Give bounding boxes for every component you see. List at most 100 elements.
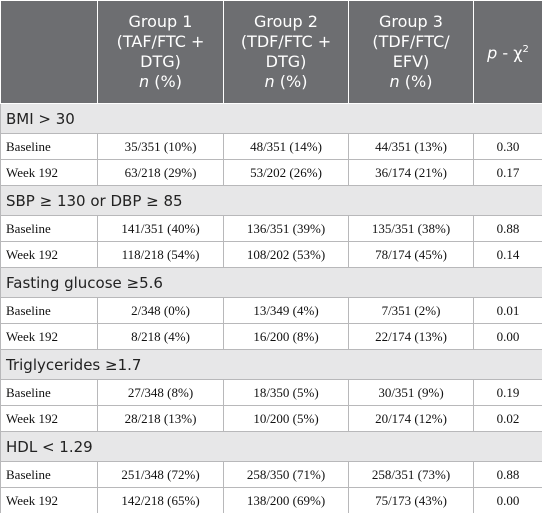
- data-cell: 141/351 (40%): [97, 215, 224, 242]
- stat-mid: - χ: [497, 43, 523, 63]
- data-cell: 251/348 (72%): [97, 461, 224, 488]
- header-line: EFV): [392, 52, 430, 71]
- data-cell: 30/351 (9%): [348, 379, 474, 406]
- data-cell: 258/350 (71%): [223, 461, 349, 488]
- section-title: Fasting glucose ≥5.6: [0, 267, 542, 298]
- data-row: Baseline 141/351 (40%) 136/351 (39%) 135/35…: [0, 215, 542, 242]
- data-cell: 78/174 (45%): [348, 241, 474, 268]
- header-row: Group 1 (TAF/FTC + DTG) n (%) Group 2 (TDF/FT…: [0, 0, 542, 104]
- data-cell: 0.14: [473, 241, 542, 268]
- n-label: n: [389, 72, 400, 91]
- header-line: (TAF/FTC +: [116, 32, 205, 51]
- data-row: Week 192 8/218 (4%) 16/200 (8%) 22/174 (13%…: [0, 323, 542, 350]
- header-line: DTG): [265, 52, 307, 71]
- data-cell: 0.17: [473, 159, 542, 186]
- section-title: SBP ≥ 130 or DBP ≥ 85: [0, 185, 542, 216]
- stat-sup: 2: [522, 44, 529, 56]
- stat-p: p: [487, 43, 498, 63]
- row-label: Baseline: [0, 297, 98, 324]
- data-cell: 0.19: [473, 379, 542, 406]
- data-cell: 135/351 (38%): [348, 215, 474, 242]
- data-row: Baseline 251/348 (72%) 258/350 (71%) 258/35…: [0, 461, 542, 488]
- pct-label: (%): [404, 72, 433, 91]
- data-row: Week 192 118/218 (54%) 108/202 (53%) 78/174…: [0, 241, 542, 268]
- header-cell: p - χ2: [473, 0, 542, 104]
- section-row: SBP ≥ 130 or DBP ≥ 85: [0, 185, 542, 216]
- row-label: Baseline: [0, 461, 98, 488]
- data-cell: 0.02: [473, 405, 542, 432]
- header-cell: [0, 0, 98, 104]
- data-cell: 16/200 (8%): [223, 323, 349, 350]
- data-cell: 18/350 (5%): [223, 379, 349, 406]
- header-line: DTG): [140, 52, 181, 71]
- section-title: BMI > 30: [0, 103, 542, 134]
- header-line: Group 3: [379, 12, 443, 31]
- section-row: Triglycerides ≥1.7: [0, 349, 542, 380]
- pct-label: (%): [279, 72, 308, 91]
- row-label: Week 192: [0, 241, 98, 268]
- data-cell: 0.88: [473, 215, 542, 242]
- data-cell: 136/351 (39%): [223, 215, 349, 242]
- data-row: Baseline 35/351 (10%) 48/351 (14%) 44/351 (…: [0, 133, 542, 160]
- section-title: Triglycerides ≥1.7: [0, 349, 542, 380]
- data-cell: 44/351 (13%): [348, 133, 474, 160]
- data-cell: 20/174 (12%): [348, 405, 474, 432]
- data-cell: 35/351 (10%): [97, 133, 224, 160]
- header-line: (TDF/FTC/: [372, 32, 450, 51]
- data-cell: 0.01: [473, 297, 542, 324]
- row-label: Baseline: [0, 215, 98, 242]
- data-row: Week 192 63/218 (29%) 53/202 (26%) 36/174 (…: [0, 159, 542, 186]
- section-row: HDL < 1.29: [0, 431, 542, 462]
- data-cell: 8/218 (4%): [97, 323, 224, 350]
- data-row: Baseline 2/348 (0%) 13/349 (4%) 7/351 (2%) 0…: [0, 297, 542, 324]
- header-cell: Group 3 (TDF/FTC/EFV) n (%): [348, 0, 474, 104]
- data-cell: 7/351 (2%): [348, 297, 474, 324]
- n-label: n: [264, 72, 275, 91]
- row-label: Baseline: [0, 133, 98, 160]
- data-cell: 258/351 (73%): [348, 461, 474, 488]
- row-label: Baseline: [0, 379, 98, 406]
- section-row: BMI > 30: [0, 103, 542, 134]
- header-cell: Group 2 (TDF/FTC + DTG) n (%): [223, 0, 349, 104]
- section-title: HDL < 1.29: [0, 431, 542, 462]
- data-cell: 63/218 (29%): [97, 159, 224, 186]
- data-cell: 10/200 (5%): [223, 405, 349, 432]
- n-label: n: [139, 72, 150, 91]
- stat-header: p - χ2: [474, 40, 542, 63]
- data-row: Week 192 142/218 (65%) 138/200 (69%) 75/173…: [0, 487, 542, 513]
- data-cell: 0.00: [473, 323, 542, 350]
- data-cell: 118/218 (54%): [97, 241, 224, 268]
- data-cell: 138/200 (69%): [223, 487, 349, 513]
- data-cell: 75/173 (43%): [348, 487, 474, 513]
- data-cell: 2/348 (0%): [97, 297, 224, 324]
- header-unit: n (%): [349, 72, 473, 92]
- header-cell: Group 1 (TAF/FTC + DTG) n (%): [97, 0, 224, 104]
- header-unit: n (%): [98, 72, 223, 92]
- data-cell: 0.88: [473, 461, 542, 488]
- data-cell: 142/218 (65%): [97, 487, 224, 513]
- header-line: (TDF/FTC +: [240, 32, 332, 51]
- section-row: Fasting glucose ≥5.6: [0, 267, 542, 298]
- header-line: Group 1: [128, 12, 193, 31]
- header-line: Group 2: [254, 12, 318, 31]
- data-cell: 48/351 (14%): [223, 133, 349, 160]
- data-cell: 108/202 (53%): [223, 241, 349, 268]
- data-cell: 13/349 (4%): [223, 297, 349, 324]
- data-cell: 28/218 (13%): [97, 405, 224, 432]
- row-label: Week 192: [0, 487, 98, 513]
- data-cell: 0.00: [473, 487, 542, 513]
- pct-label: (%): [154, 72, 182, 91]
- row-label: Week 192: [0, 323, 98, 350]
- header-unit: n (%): [224, 72, 348, 92]
- data-cell: 36/174 (21%): [348, 159, 474, 186]
- data-row: Baseline 27/348 (8%) 18/350 (5%) 30/351 (9%…: [0, 379, 542, 406]
- data-cell: 27/348 (8%): [97, 379, 224, 406]
- data-cell: 22/174 (13%): [348, 323, 474, 350]
- data-cell: 0.30: [473, 133, 542, 160]
- row-label: Week 192: [0, 159, 98, 186]
- row-label: Week 192: [0, 405, 98, 432]
- data-cell: 53/202 (26%): [223, 159, 349, 186]
- data-row: Week 192 28/218 (13%) 10/200 (5%) 20/174 (1…: [0, 405, 542, 432]
